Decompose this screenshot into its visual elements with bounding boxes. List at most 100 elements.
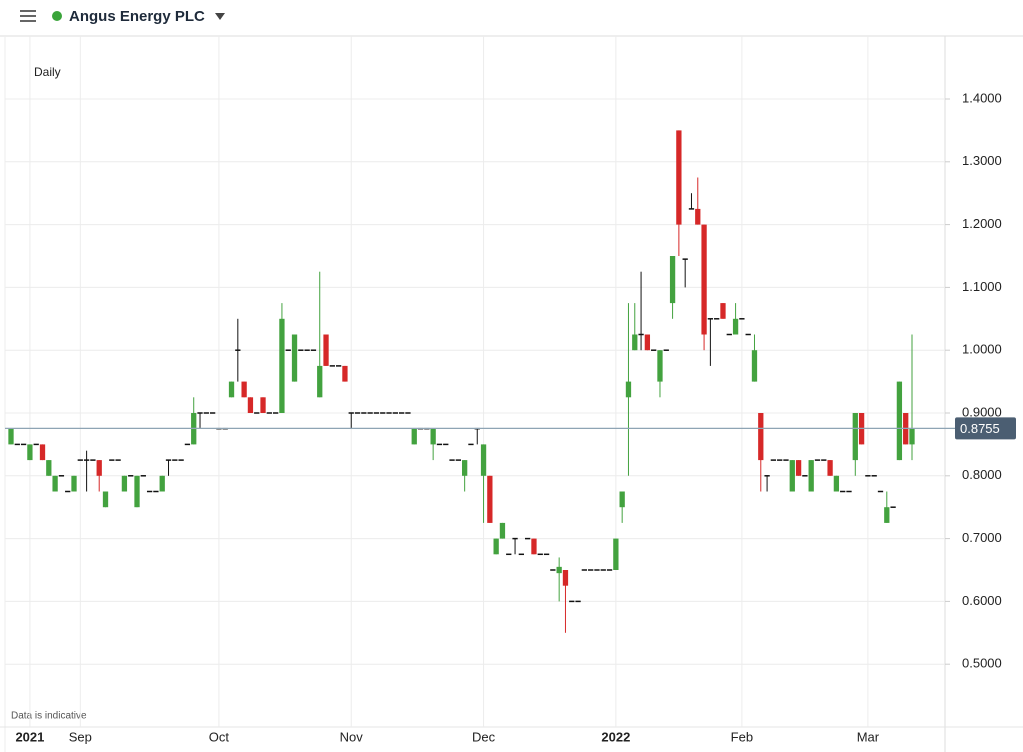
candle: [165, 459, 172, 476]
candle-body: [789, 460, 795, 492]
candle-body: [46, 460, 52, 476]
grid: [5, 36, 945, 727]
candle: [701, 224, 707, 351]
candle-body: [827, 460, 833, 476]
candle: [833, 475, 840, 492]
candle-body: [228, 381, 235, 398]
candle-body: [625, 381, 632, 398]
candle: [657, 350, 663, 398]
candle: [71, 475, 77, 492]
candle: [852, 413, 858, 476]
candle: [732, 303, 739, 335]
y-tick-label: 1.1000: [962, 279, 1002, 294]
x-tick-label: Nov: [340, 729, 364, 744]
candle: [669, 256, 676, 319]
candle: [102, 491, 109, 508]
candle-body: [342, 365, 348, 382]
y-tick-label: 0.8000: [962, 467, 1002, 482]
y-tick-label: 1.4000: [962, 90, 1002, 105]
x-tick-label: Oct: [209, 729, 230, 744]
y-tick-label: 0.9000: [962, 404, 1002, 419]
candle: [228, 381, 235, 398]
candle-body: [657, 350, 663, 382]
candle: [909, 334, 915, 461]
candle: [499, 522, 506, 539]
interval-label: Daily: [34, 65, 61, 79]
candle: [556, 557, 562, 602]
candle: [682, 258, 688, 288]
candle-body: [323, 334, 329, 366]
x-tick-label: Sep: [69, 729, 92, 744]
candle-body: [487, 475, 493, 523]
candle-body: [291, 334, 298, 382]
candle: [52, 475, 58, 492]
candle: [430, 428, 436, 461]
y-tick-label: 1.2000: [962, 216, 1002, 231]
dropdown-caret[interactable]: [215, 13, 225, 20]
candle: [695, 177, 701, 225]
candle: [644, 334, 651, 351]
candle-body: [751, 350, 758, 382]
candle-body: [159, 475, 165, 492]
candle: [411, 428, 417, 445]
candle-body: [619, 491, 625, 508]
candle-body: [833, 475, 840, 492]
menu-bar: [20, 20, 36, 22]
candle-body: [260, 397, 266, 413]
candle-body: [701, 224, 707, 335]
candle: [235, 318, 241, 382]
candle-body: [669, 256, 676, 304]
instrument-title[interactable]: Angus Energy PLC: [69, 8, 205, 25]
candle-body: [613, 538, 619, 570]
candle-body: [480, 444, 487, 476]
x-tick-label: 2022: [601, 729, 630, 744]
candle: [638, 271, 644, 351]
candle: [323, 334, 329, 366]
status-dot: [52, 11, 62, 21]
candle: [707, 318, 714, 366]
candle: [260, 397, 266, 413]
candle: [764, 475, 770, 492]
candle: [884, 491, 890, 523]
candle-body: [808, 460, 814, 492]
y-tick-label: 0.6000: [962, 593, 1002, 608]
candle-body: [556, 566, 562, 574]
candle-body: [720, 303, 726, 319]
candle: [247, 397, 254, 413]
candle-body: [462, 460, 468, 476]
candle: [531, 538, 537, 555]
candle: [688, 193, 695, 210]
candle-body: [531, 538, 537, 555]
candle: [512, 537, 518, 555]
candle: [8, 428, 14, 445]
candle-body: [695, 208, 701, 225]
y-tick-label: 0.7000: [962, 530, 1002, 545]
candle-body: [134, 475, 140, 508]
candle: [676, 130, 682, 256]
candle: [625, 303, 632, 476]
x-tick-label: Dec: [472, 729, 496, 744]
candle: [96, 460, 102, 492]
candle: [291, 334, 298, 382]
candle: [619, 491, 625, 523]
candle: [632, 303, 638, 351]
candle: [83, 450, 90, 492]
menu-icon[interactable]: [20, 10, 36, 22]
candle: [462, 460, 468, 492]
last-price-box: [955, 417, 1016, 440]
candle-body: [909, 428, 915, 445]
candle-body: [102, 491, 109, 508]
candle-body: [411, 428, 417, 445]
candle-body: [8, 428, 14, 445]
candle: [279, 303, 285, 413]
candle: [562, 570, 569, 633]
menu-bar: [20, 10, 36, 12]
candle-body: [499, 522, 506, 539]
candle: [827, 460, 833, 476]
y-tick-label: 1.3000: [962, 153, 1002, 168]
x-tick-label: Mar: [857, 729, 880, 744]
candle-body: [241, 381, 247, 398]
candle: [317, 271, 323, 398]
candle: [27, 444, 33, 461]
